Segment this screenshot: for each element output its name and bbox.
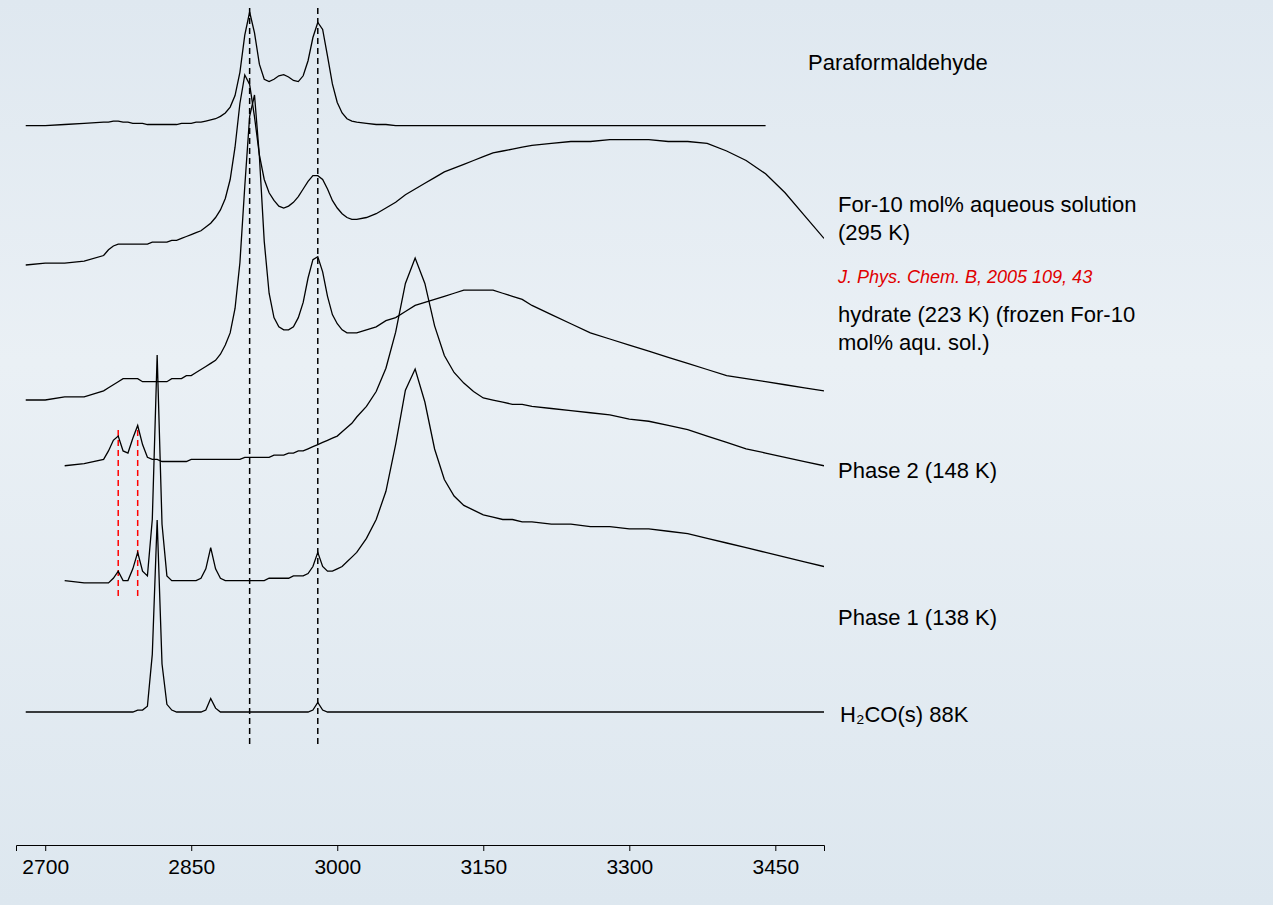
- series-label: For-10 mol% aqueous solution(295 K): [838, 192, 1136, 245]
- x-tick-mark: [483, 845, 484, 851]
- x-tick-mark: [45, 845, 46, 851]
- x-tick: 2850: [168, 845, 215, 878]
- series-labels: Paraformaldehyde For-10 mol% aqueous solu…: [808, 50, 1136, 727]
- x-tick: 3150: [460, 845, 507, 878]
- spectrum-line: [26, 75, 824, 265]
- x-tick-label: 2700: [22, 855, 69, 878]
- x-tick: 3450: [752, 845, 799, 878]
- x-tick-label: 3150: [460, 855, 507, 878]
- x-tick-mark: [337, 845, 338, 851]
- x-tick-label: 3300: [606, 855, 653, 878]
- x-tick-mark: [775, 845, 776, 851]
- x-axis-line: [17, 846, 825, 852]
- spectrum-line: [26, 95, 824, 400]
- reference-line: [117, 430, 119, 600]
- x-tick-label: 3450: [752, 855, 799, 878]
- chart-svg: 2700 2850 3000 3150 3300 3450 Paraformaldehyde…: [0, 0, 1273, 905]
- reference-line: [317, 8, 319, 745]
- spectrum-line: [65, 355, 824, 583]
- series-label: Phase 1 (138 K): [838, 605, 997, 630]
- x-tick: 3000: [314, 845, 361, 878]
- series-label: hydrate (223 K) (frozen For-10mol% aqu. …: [838, 302, 1135, 355]
- x-axis: 2700 2850 3000 3150 3300 3450: [17, 845, 825, 878]
- plot-area: [26, 8, 824, 745]
- series-label: Phase 2 (148 K): [838, 458, 997, 483]
- x-tick-label: 3000: [314, 855, 361, 878]
- spectrum-line: [65, 258, 824, 466]
- spectrum-line: [26, 12, 766, 126]
- background: [0, 0, 1273, 905]
- citation: J. Phys. Chem. B, 2005 109, 43: [837, 267, 1092, 287]
- reference-line: [137, 430, 139, 600]
- x-tick-mark: [191, 845, 192, 851]
- chart-container: 2700 2850 3000 3150 3300 3450 Paraformaldehyde…: [0, 0, 1273, 905]
- spectrum-line: [26, 520, 824, 712]
- x-tick: 2700: [22, 845, 69, 878]
- series-label: Paraformaldehyde: [808, 50, 988, 75]
- series-label: H₂CO(s) 88K: [840, 702, 969, 727]
- x-tick: 3300: [606, 845, 653, 878]
- x-tick-mark: [629, 845, 630, 851]
- x-tick-label: 2850: [168, 855, 215, 878]
